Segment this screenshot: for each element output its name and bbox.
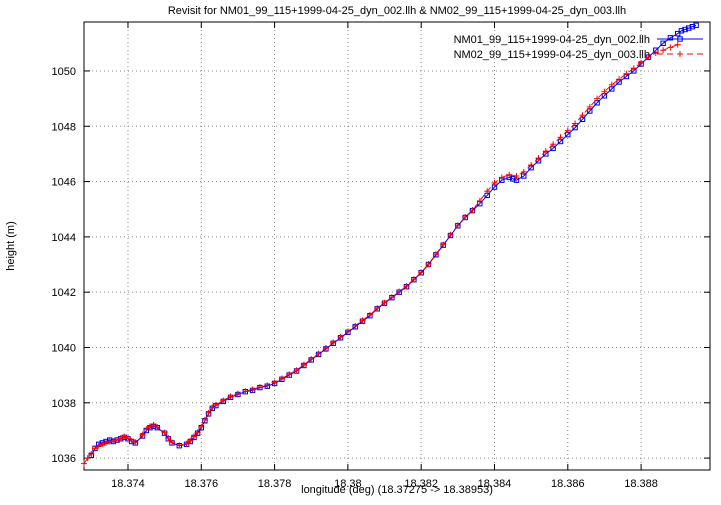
x-tick-label: 18.382 [404, 478, 438, 490]
legend-sample-nm02 [657, 51, 703, 57]
plot-area: 18.374 18.376 18.378 18.38 18.382 18.384 18.38… [52, 21, 711, 490]
series-nm01 [88, 22, 699, 459]
y-tick-label: 1040 [52, 342, 76, 354]
x-tick-label: 18.384 [478, 478, 512, 490]
legend-label-nm01: NM01_99_115+1999-04-25_dyn_002.llh [454, 34, 650, 46]
y-axis-label: height (m) [5, 221, 17, 271]
grid-lines [84, 22, 710, 470]
y-tick-label: 1044 [52, 232, 76, 244]
y-tick-label: 1046 [52, 177, 76, 189]
legend-label-nm02: NM02_99_115+1999-04-25_dyn_003.llh [454, 49, 650, 61]
x-tick-label: 18.388 [624, 478, 658, 490]
series-markers [88, 22, 699, 459]
plot-border [83, 21, 711, 471]
x-tick-label: 18.374 [111, 478, 145, 490]
y-tick-label: 1036 [52, 453, 76, 465]
series-nm02 [81, 41, 681, 467]
y-tick-label: 1048 [52, 121, 76, 133]
y-tick-label: 1042 [52, 287, 76, 299]
series-line [90, 24, 697, 456]
series-markers [81, 41, 681, 467]
x-tick-label: 18.378 [258, 478, 292, 490]
tick-labels: 18.374 18.376 18.378 18.38 18.382 18.384 18.38… [52, 66, 658, 490]
y-tick-label: 1050 [52, 66, 76, 78]
series-line [83, 44, 678, 464]
chart-title: Revisit for NM01_99_115+1999-04-25_dyn_0… [168, 5, 626, 17]
y-tick-label: 1038 [52, 398, 76, 410]
x-tick-label: 18.386 [551, 478, 585, 490]
x-axis-label: longitude (deg) (18.37275 -> 18.38953) [301, 484, 493, 496]
legend-sample-nm01 [657, 36, 703, 42]
x-tick-label: 18.38 [334, 478, 362, 490]
x-tick-label: 18.376 [184, 478, 218, 490]
axis-ticks [84, 22, 710, 470]
